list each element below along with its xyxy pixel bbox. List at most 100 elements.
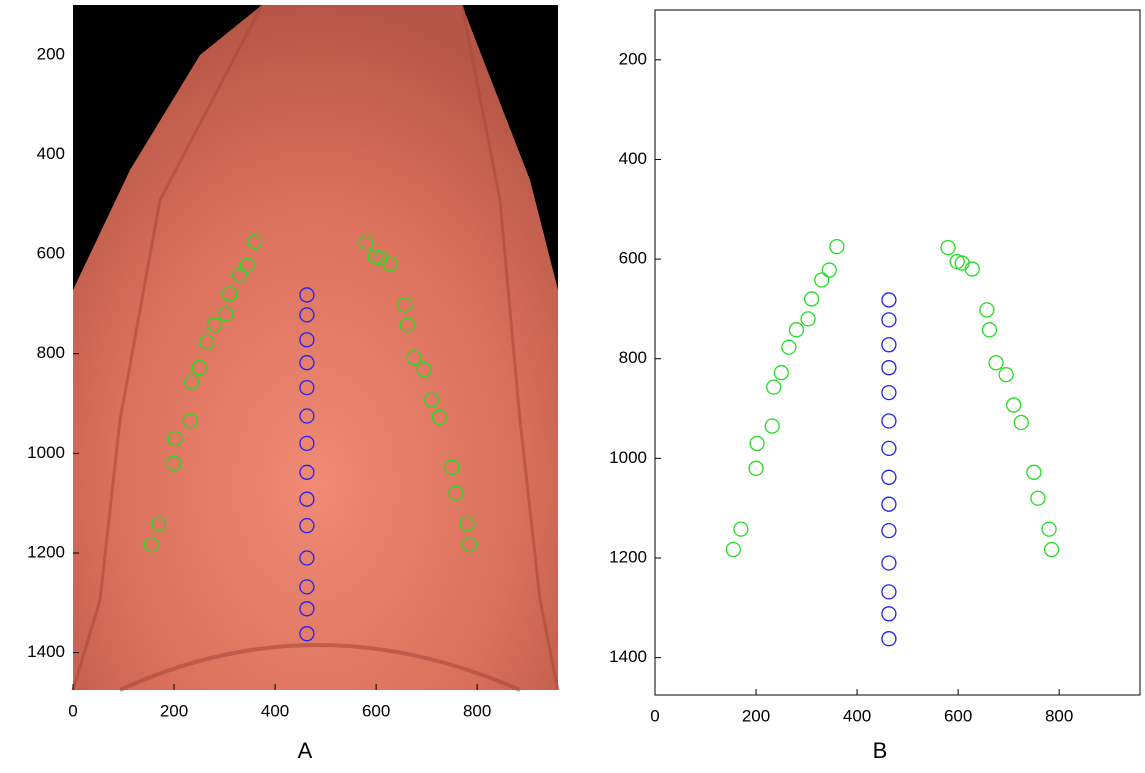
- point: [733, 521, 749, 537]
- point: [299, 408, 315, 424]
- point: [448, 485, 464, 501]
- point: [814, 272, 830, 288]
- point: [239, 257, 255, 273]
- point: [397, 297, 413, 313]
- point: [399, 317, 416, 333]
- x-tick-label: 400: [843, 706, 871, 725]
- point: [1006, 397, 1022, 413]
- point: [424, 392, 440, 408]
- point: [881, 413, 897, 429]
- point: [1043, 541, 1060, 558]
- point: [166, 455, 182, 471]
- point: [1013, 414, 1029, 431]
- point: [979, 302, 995, 318]
- point: [299, 626, 315, 642]
- point: [299, 287, 315, 303]
- y-tick-label: 600: [619, 249, 647, 268]
- point: [881, 384, 897, 401]
- point: [299, 307, 315, 323]
- photo: [71, 4, 560, 692]
- panel-caption: B: [873, 738, 888, 763]
- point: [881, 606, 897, 622]
- y-tick-label: 400: [37, 144, 65, 163]
- x-tick-label: 200: [742, 706, 770, 725]
- point: [199, 334, 215, 350]
- point: [773, 365, 789, 381]
- point: [184, 374, 200, 390]
- y-tick-label: 1200: [609, 547, 647, 566]
- x-tick-label: 800: [1045, 706, 1073, 725]
- point: [881, 292, 897, 308]
- point: [247, 233, 263, 250]
- point: [232, 267, 248, 283]
- y-tick-label: 800: [619, 348, 647, 367]
- point: [781, 339, 797, 355]
- point: [143, 536, 159, 553]
- point: [1026, 464, 1042, 480]
- point: [299, 579, 315, 595]
- point: [299, 464, 315, 480]
- point: [964, 261, 980, 277]
- point: [881, 337, 897, 353]
- point: [788, 322, 805, 338]
- point: [821, 262, 837, 278]
- y-tick-label: 800: [37, 343, 65, 362]
- point: [1030, 490, 1046, 506]
- point: [206, 317, 223, 333]
- y-tick-label: 1400: [609, 647, 647, 666]
- y-tick-label: 1000: [27, 443, 65, 462]
- point: [749, 435, 765, 452]
- point: [299, 491, 315, 507]
- point: [299, 435, 315, 452]
- panel-caption: A: [298, 738, 313, 763]
- point: [881, 555, 897, 571]
- point: [881, 360, 897, 376]
- point: [764, 418, 780, 434]
- point: [881, 440, 897, 457]
- point: [299, 601, 315, 617]
- plot-frame: [654, 9, 1141, 696]
- point: [940, 239, 956, 256]
- x-tick-label: 600: [944, 706, 972, 725]
- x-tick-label: 600: [362, 701, 390, 720]
- point: [299, 517, 315, 534]
- point: [988, 355, 1004, 371]
- point: [881, 584, 897, 600]
- point: [151, 516, 167, 532]
- point: [998, 367, 1014, 383]
- point: [299, 332, 315, 348]
- point: [766, 379, 782, 395]
- point: [382, 256, 398, 272]
- point: [299, 550, 315, 566]
- y-tick-label: 1400: [27, 642, 65, 661]
- point: [829, 238, 845, 255]
- point: [218, 306, 234, 322]
- point: [299, 379, 315, 396]
- point: [881, 631, 897, 647]
- point: [881, 496, 897, 512]
- point: [803, 291, 820, 307]
- y-tick-label: 200: [37, 44, 65, 63]
- point: [221, 286, 238, 302]
- y-tick-label: 1200: [27, 542, 65, 561]
- point: [191, 360, 207, 376]
- x-tick-label: 0: [68, 701, 77, 720]
- point: [881, 312, 897, 328]
- point: [431, 409, 447, 426]
- point: [182, 413, 198, 429]
- y-tick-label: 200: [619, 49, 647, 68]
- x-tick-label: 400: [261, 701, 289, 720]
- point: [1041, 521, 1057, 537]
- point: [461, 536, 478, 553]
- point: [981, 322, 998, 338]
- y-tick-label: 600: [37, 244, 65, 263]
- point: [881, 469, 897, 485]
- y-tick-label: 400: [619, 149, 647, 168]
- point: [800, 311, 816, 327]
- point: [299, 355, 315, 371]
- x-tick-label: 800: [463, 701, 491, 720]
- x-tick-label: 0: [650, 706, 659, 725]
- x-tick-label: 200: [160, 701, 188, 720]
- y-tick-label: 1000: [609, 448, 647, 467]
